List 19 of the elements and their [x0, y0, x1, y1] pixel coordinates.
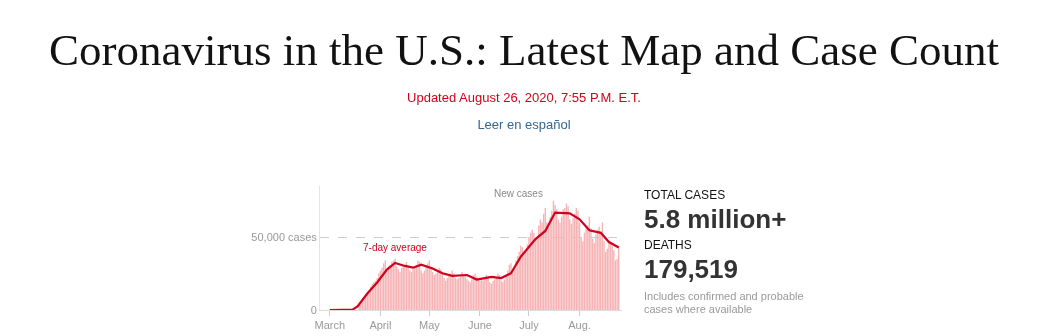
text: 179,519	[644, 254, 739, 284]
x-tick-label: July	[519, 319, 540, 332]
y-tick-label: 0	[310, 303, 317, 316]
x-tick-label: May	[418, 319, 441, 332]
text: Leer en español	[476, 117, 572, 132]
x-tick-label: June	[468, 319, 492, 332]
text: TOTAL CASES	[644, 188, 727, 202]
x-tick-label: April	[369, 319, 392, 332]
x-tick-label: Aug.	[568, 319, 591, 332]
chart-subtitle: Updated August 26, 2020, 7:55 P.M. E.T.	[406, 90, 642, 105]
chart-title: Coronavirus in the U.S.: Latest Map and Case Count	[48, 24, 1000, 77]
text: DEATHS	[644, 238, 693, 252]
text: Includes confirmed and probable cases where available	[644, 290, 805, 316]
x-tick-label: March	[314, 319, 346, 332]
text: 5.8 million+	[644, 204, 788, 234]
series-label: New cases	[494, 188, 543, 199]
series-label: 7-day average	[363, 242, 428, 253]
line-series	[328, 211, 620, 310]
y-tick-label: 50,000 cases	[251, 230, 318, 243]
